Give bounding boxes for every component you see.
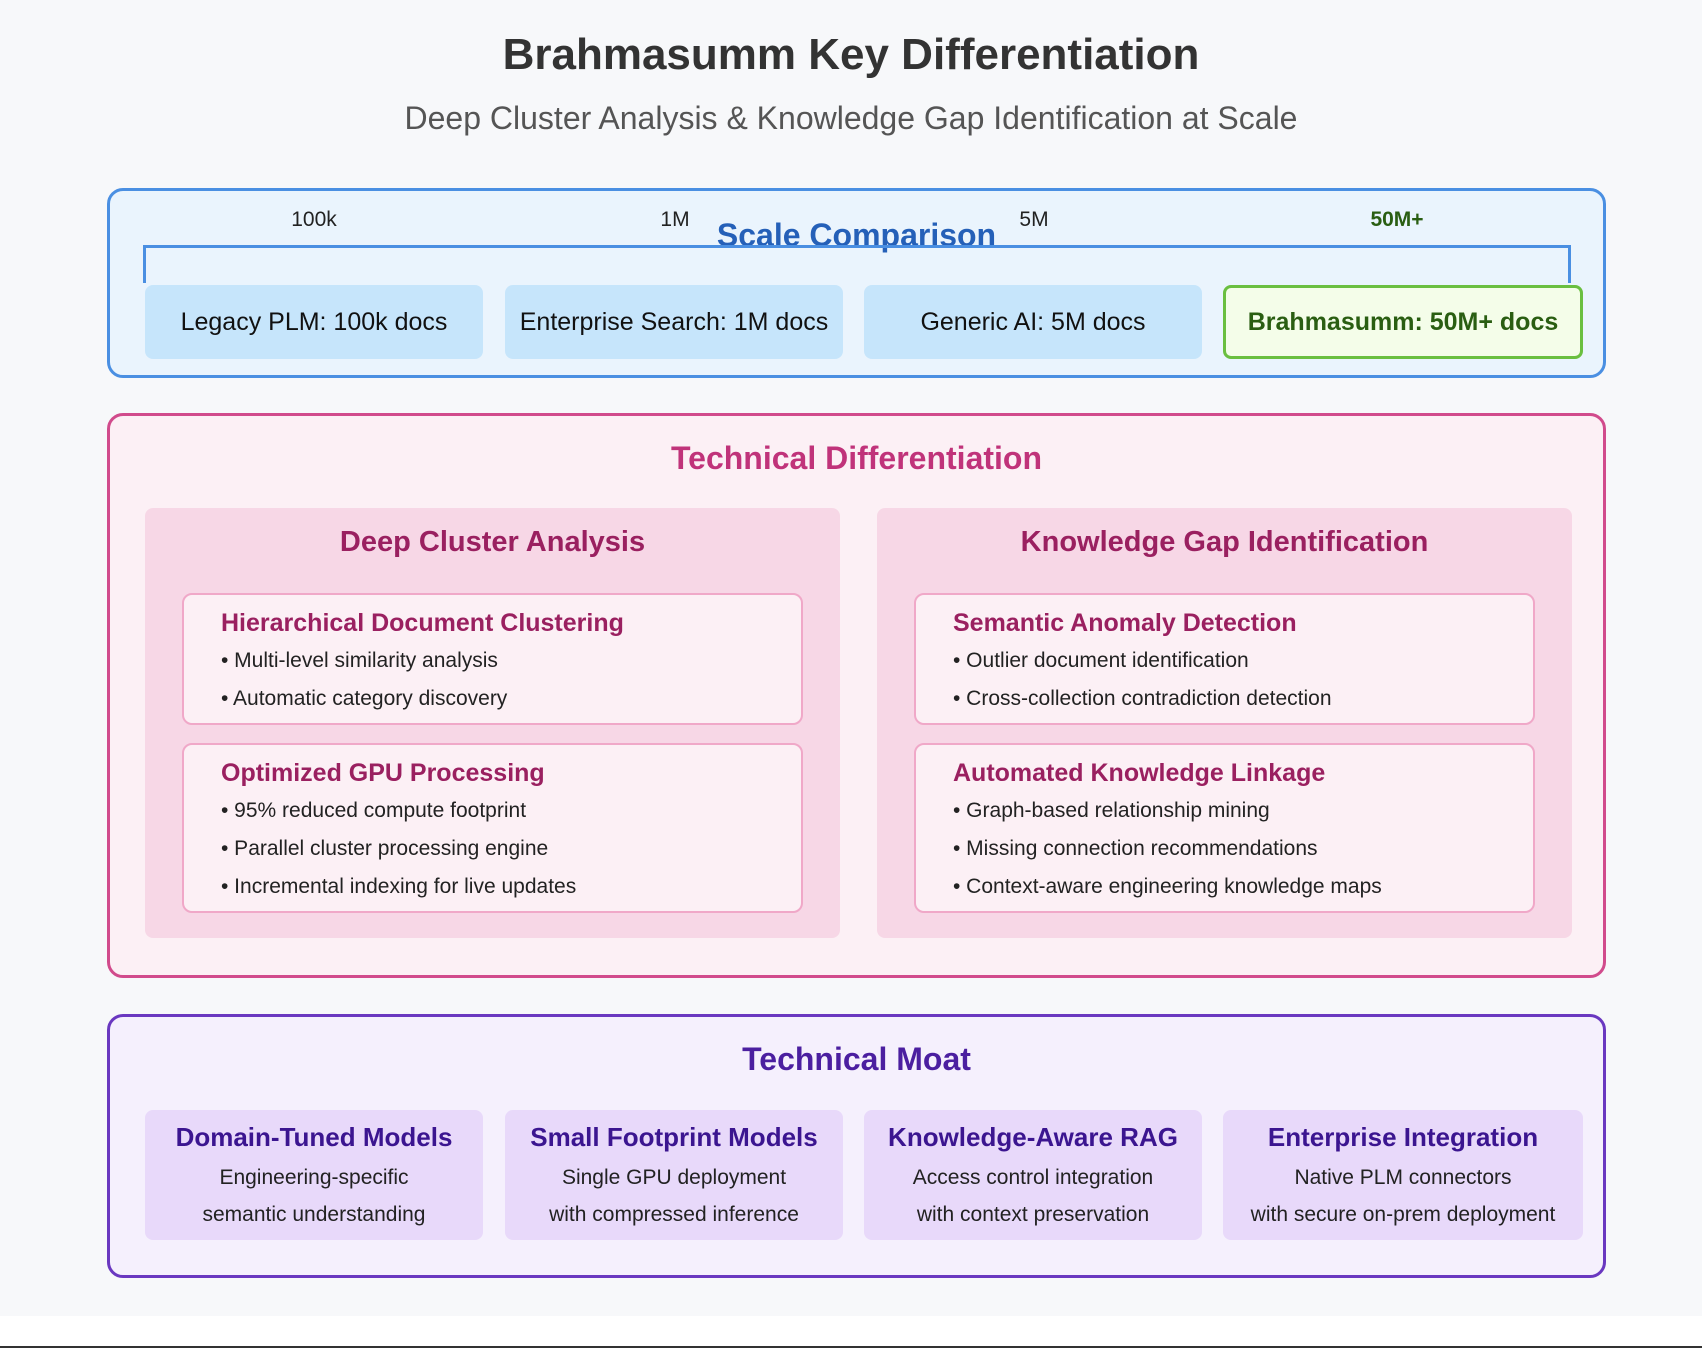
moat-item-enterprise-integration: Enterprise Integration Native PLM connec… (1223, 1110, 1583, 1240)
tick-label-100k: 100k (291, 208, 337, 231)
diagram-canvas: Brahmasumm Key Differentiation Deep Clus… (107, 30, 1606, 1278)
technical-moat-panel: Technical Moat Domain-Tuned Models Engin… (107, 1014, 1606, 1278)
card-bullet: • Automatic category discovery (221, 687, 508, 710)
moat-item-title: Enterprise Integration (1267, 1122, 1539, 1152)
scale-bracket (143, 245, 1571, 283)
feature-card: Hierarchical Document Clustering • Multi… (182, 593, 803, 725)
moat-item-line: with context preservation (916, 1203, 1150, 1226)
card-bullet: • Context-aware engineering knowledge ma… (953, 875, 1382, 898)
moat-item-line: Native PLM connectors (1294, 1166, 1512, 1189)
card-bullet: • Graph-based relationship mining (953, 799, 1270, 822)
tick-label-1m: 1M (660, 208, 690, 231)
scale-comparison-panel: Scale Comparison 100k 1M 5M 50M+ Legacy … (107, 188, 1606, 378)
moat-item-title: Small Footprint Models (530, 1122, 818, 1152)
moat-item-line: Single GPU deployment (561, 1166, 787, 1189)
scale-box-generic-ai: Generic AI: 5M docs (864, 285, 1202, 359)
moat-item-line: Access control integration (912, 1166, 1154, 1189)
card-title: Semantic Anomaly Detection (953, 609, 1297, 637)
column-title: Deep Cluster Analysis (339, 526, 646, 558)
moat-item-line: Engineering-specific (219, 1166, 409, 1189)
moat-item-small-footprint-models: Small Footprint Models Single GPU deploy… (505, 1110, 843, 1240)
card-title: Automated Knowledge Linkage (953, 759, 1326, 787)
knowledge-gap-identification-column: Knowledge Gap Identification Semantic An… (877, 508, 1572, 938)
moat-item-line: semantic understanding (202, 1203, 426, 1226)
card-title: Hierarchical Document Clustering (221, 609, 624, 637)
technical-differentiation-title: Technical Differentiation (670, 440, 1042, 476)
feature-card: Optimized GPU Processing • 95% reduced c… (182, 743, 803, 913)
card-bullet: • Incremental indexing for live updates (221, 875, 577, 898)
bottom-rule (0, 1346, 1702, 1348)
deep-cluster-analysis-column: Deep Cluster Analysis Hierarchical Docum… (145, 508, 840, 938)
moat-item-line: with compressed inference (549, 1203, 799, 1226)
moat-item-title: Knowledge-Aware RAG (888, 1122, 1178, 1152)
tick-label-5m: 5M (1019, 208, 1049, 231)
scale-box-brahmasumm: Brahmasumm: 50M+ docs (1223, 285, 1583, 359)
card-bullet: • Cross-collection contradiction detecti… (953, 687, 1332, 710)
feature-card: Semantic Anomaly Detection • Outlier doc… (914, 593, 1535, 725)
card-title: Optimized GPU Processing (221, 759, 545, 787)
moat-item-domain-tuned-models: Domain-Tuned Models Engineering-specific… (145, 1110, 483, 1240)
card-bullet: • Parallel cluster processing engine (221, 837, 549, 860)
moat-item-knowledge-aware-rag: Knowledge-Aware RAG Access control integ… (864, 1110, 1202, 1240)
moat-item-line: with secure on-prem deployment (1250, 1203, 1556, 1226)
card-bullet: • 95% reduced compute footprint (221, 799, 527, 822)
page-subtitle: Deep Cluster Analysis & Knowledge Gap Id… (404, 100, 1298, 136)
page-title: Brahmasumm Key Differentiation (502, 30, 1200, 79)
card-bullet: • Missing connection recommendations (953, 837, 1318, 860)
scale-box-legacy-plm: Legacy PLM: 100k docs (145, 285, 483, 359)
technical-moat-title: Technical Moat (742, 1041, 971, 1077)
card-bullet: • Outlier document identification (953, 649, 1249, 672)
column-title: Knowledge Gap Identification (1020, 526, 1429, 558)
technical-differentiation-panel: Technical Differentiation Deep Cluster A… (107, 413, 1606, 978)
moat-item-title: Domain-Tuned Models (175, 1122, 453, 1152)
scale-box-enterprise-search: Enterprise Search: 1M docs (505, 285, 843, 359)
card-bullet: • Multi-level similarity analysis (221, 649, 498, 672)
feature-card: Automated Knowledge Linkage • Graph-base… (914, 743, 1535, 913)
tick-label-50m: 50M+ (1370, 208, 1424, 231)
